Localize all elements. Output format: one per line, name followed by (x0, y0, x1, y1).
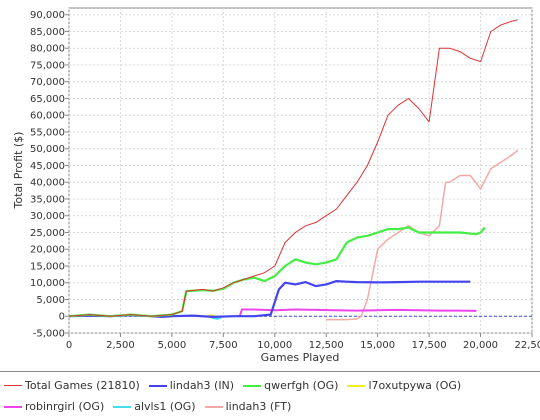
y-tick-label: 60,000 (30, 111, 65, 122)
legend-item-alvls1-og: alvls1 (OG) (113, 400, 196, 413)
legend-swatch (243, 384, 262, 387)
x-tick-label: 20,000 (463, 340, 498, 351)
y-tick-label: 20,000 (30, 245, 65, 256)
series-line-robinrgirl-og (238, 308, 477, 317)
legend-swatch (4, 385, 22, 386)
y-tick-label: 75,000 (30, 60, 65, 71)
legend-item-lindah3-in: lindah3 (IN) (148, 379, 235, 392)
x-axis-title: Games Played (261, 351, 340, 364)
y-tick-label: -5,000 (33, 329, 65, 340)
series-layer (68, 19, 519, 321)
y-tick-label: 0 (59, 312, 65, 323)
chart-legend: Total Games (21810) lindah3 (IN) qwerfgh… (0, 371, 540, 420)
legend-swatch (148, 384, 167, 387)
y-tick-label: 15,000 (30, 261, 65, 272)
x-tick-label: 22,500 (515, 340, 540, 351)
x-tick-label: 17,500 (412, 340, 447, 351)
x-tick-label: 7,500 (209, 340, 238, 351)
y-tick-label: 85,000 (30, 27, 65, 38)
legend-item-robinrgirl-og: robinrgirl (OG) (4, 400, 104, 413)
legend-swatch (204, 405, 223, 408)
y-tick-label: 90,000 (30, 10, 65, 21)
y-tick-label: 10,000 (30, 278, 65, 289)
x-tick-label: 10,000 (257, 340, 292, 351)
legend-swatch (347, 384, 366, 387)
line-chart: -5,00005,00010,00015,00020,00025,00030,0… (12, 7, 540, 364)
y-tick-label: 65,000 (30, 94, 65, 105)
legend-label: robinrgirl (OG) (25, 400, 105, 413)
y-tick-label: 30,000 (30, 211, 65, 222)
legend-label: lindah3 (IN) (169, 379, 235, 392)
series-line-lindah3-ft (326, 149, 519, 321)
legend-label: l7oxutpywa (OG) (368, 379, 462, 392)
x-tick-label: 0 (66, 340, 72, 351)
y-tick-label: 35,000 (30, 194, 65, 205)
x-axis-ticks: 0 2,500 5,000 7,500 10,000 12,500 15,000 17,500… (66, 333, 540, 351)
y-tick-label: 45,000 (30, 161, 65, 172)
y-tick-label: 80,000 (30, 44, 65, 55)
legend-row: robinrgirl (OG) alvls1 (OG) lindah3 (FT) (4, 396, 540, 417)
legend-item-l7oxutpywa-og: l7oxutpywa (OG) (347, 379, 461, 392)
legend-label: qwerfgh (OG) (264, 379, 339, 392)
y-tick-label: 5,000 (36, 295, 65, 306)
x-tick-label: 2,500 (106, 340, 135, 351)
x-tick-label: 5,000 (158, 340, 187, 351)
legend-item-qwerfgh-og: qwerfgh (OG) (243, 379, 338, 392)
legend-label: lindah3 (FT) (225, 400, 292, 413)
y-axis-ticks: -5,000 0 5,000 10,000 15,000 20,000 25,000 30,0… (30, 10, 69, 340)
legend-label: Total Games (21810) (25, 379, 140, 392)
plot-area (68, 7, 533, 334)
x-tick-label: 12,500 (309, 340, 344, 351)
y-tick-label: 70,000 (30, 77, 65, 88)
series-line-total-games-21810 (68, 19, 518, 317)
legend-item-lindah3-ft: lindah3 (FT) (204, 400, 292, 413)
y-axis-title: Total Profit ($) (12, 132, 25, 210)
y-tick-label: 55,000 (30, 127, 65, 138)
legend-swatch (113, 405, 132, 408)
x-tick-label: 15,000 (360, 340, 395, 351)
y-tick-label: 40,000 (30, 178, 65, 189)
legend-label: alvls1 (OG) (134, 400, 196, 413)
legend-swatch (4, 405, 22, 408)
legend-item-total-games: Total Games (21810) (4, 379, 140, 392)
legend-row: Total Games (21810) lindah3 (IN) qwerfgh… (4, 375, 540, 396)
y-tick-label: 25,000 (30, 228, 65, 239)
y-tick-label: 50,000 (30, 144, 65, 155)
